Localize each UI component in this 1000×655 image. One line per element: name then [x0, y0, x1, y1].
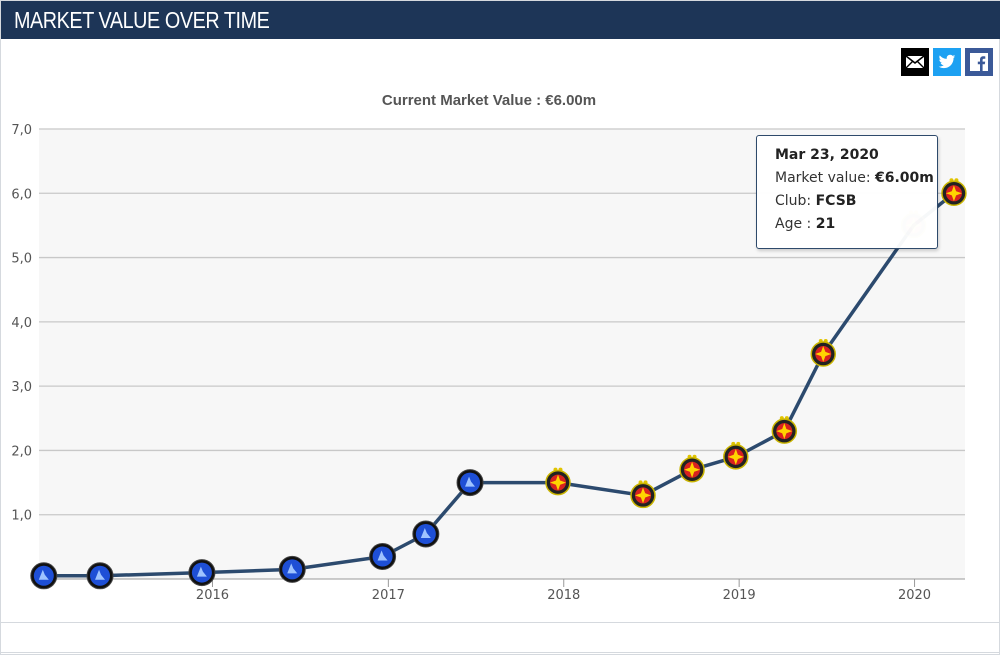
chart-title: Current Market Value : €6.00m — [382, 92, 596, 109]
tooltip-date: Mar 23, 2020 — [775, 147, 879, 163]
panel-header: MARKET VALUE OVER TIME — [1, 1, 1000, 39]
data-point[interactable] — [630, 480, 656, 509]
y-tick-label: 5,0 — [11, 252, 32, 267]
y-tick-label: 4,0 — [11, 316, 32, 331]
y-tick-label: 2,0 — [11, 444, 32, 459]
x-tick-label: 2017 — [372, 588, 405, 603]
x-tick-label: 2018 — [547, 588, 580, 603]
footer-divider — [1, 622, 1000, 623]
x-tick-label: 2016 — [196, 588, 229, 603]
y-tick-label: 6,0 — [11, 187, 32, 202]
data-point[interactable] — [30, 562, 58, 590]
data-point[interactable] — [941, 178, 967, 207]
footer-bottom-border — [1, 652, 1000, 653]
tooltip-market-value: Market value: €6.00m — [775, 170, 934, 186]
x-axis: 2016 2017 2018 2019 2020 — [39, 578, 965, 603]
y-tick-label: 1,0 — [11, 509, 32, 524]
share-twitter-button[interactable] — [933, 48, 961, 76]
y-tick-label: 7,0 — [11, 123, 32, 138]
data-point[interactable] — [412, 520, 440, 548]
x-tick-label: 2019 — [723, 588, 756, 603]
mail-icon — [905, 55, 925, 69]
data-point[interactable] — [679, 454, 705, 483]
panel-title: MARKET VALUE OVER TIME — [14, 7, 270, 33]
data-point[interactable] — [723, 441, 749, 470]
x-tick-label: 2020 — [898, 588, 931, 603]
data-point[interactable] — [771, 416, 798, 444]
y-axis-labels: 1,0 2,0 3,0 4,0 5,0 6,0 7,0 — [11, 123, 32, 524]
share-mail-button[interactable] — [901, 48, 929, 76]
data-point[interactable] — [545, 467, 571, 496]
data-point[interactable] — [86, 562, 114, 590]
data-point[interactable] — [278, 555, 306, 583]
data-point[interactable] — [456, 469, 484, 497]
facebook-icon — [970, 53, 988, 71]
twitter-icon — [938, 54, 956, 69]
data-point[interactable] — [188, 559, 216, 587]
tooltip-club: Club: FCSB — [775, 193, 857, 209]
data-tooltip: Mar 23, 2020 Market value: €6.00m Club: … — [756, 135, 938, 249]
data-point[interactable] — [810, 339, 836, 367]
data-point[interactable] — [369, 543, 397, 570]
y-tick-label: 3,0 — [11, 380, 32, 395]
share-facebook-button[interactable] — [965, 48, 993, 76]
tooltip-age: Age : 21 — [775, 216, 836, 232]
